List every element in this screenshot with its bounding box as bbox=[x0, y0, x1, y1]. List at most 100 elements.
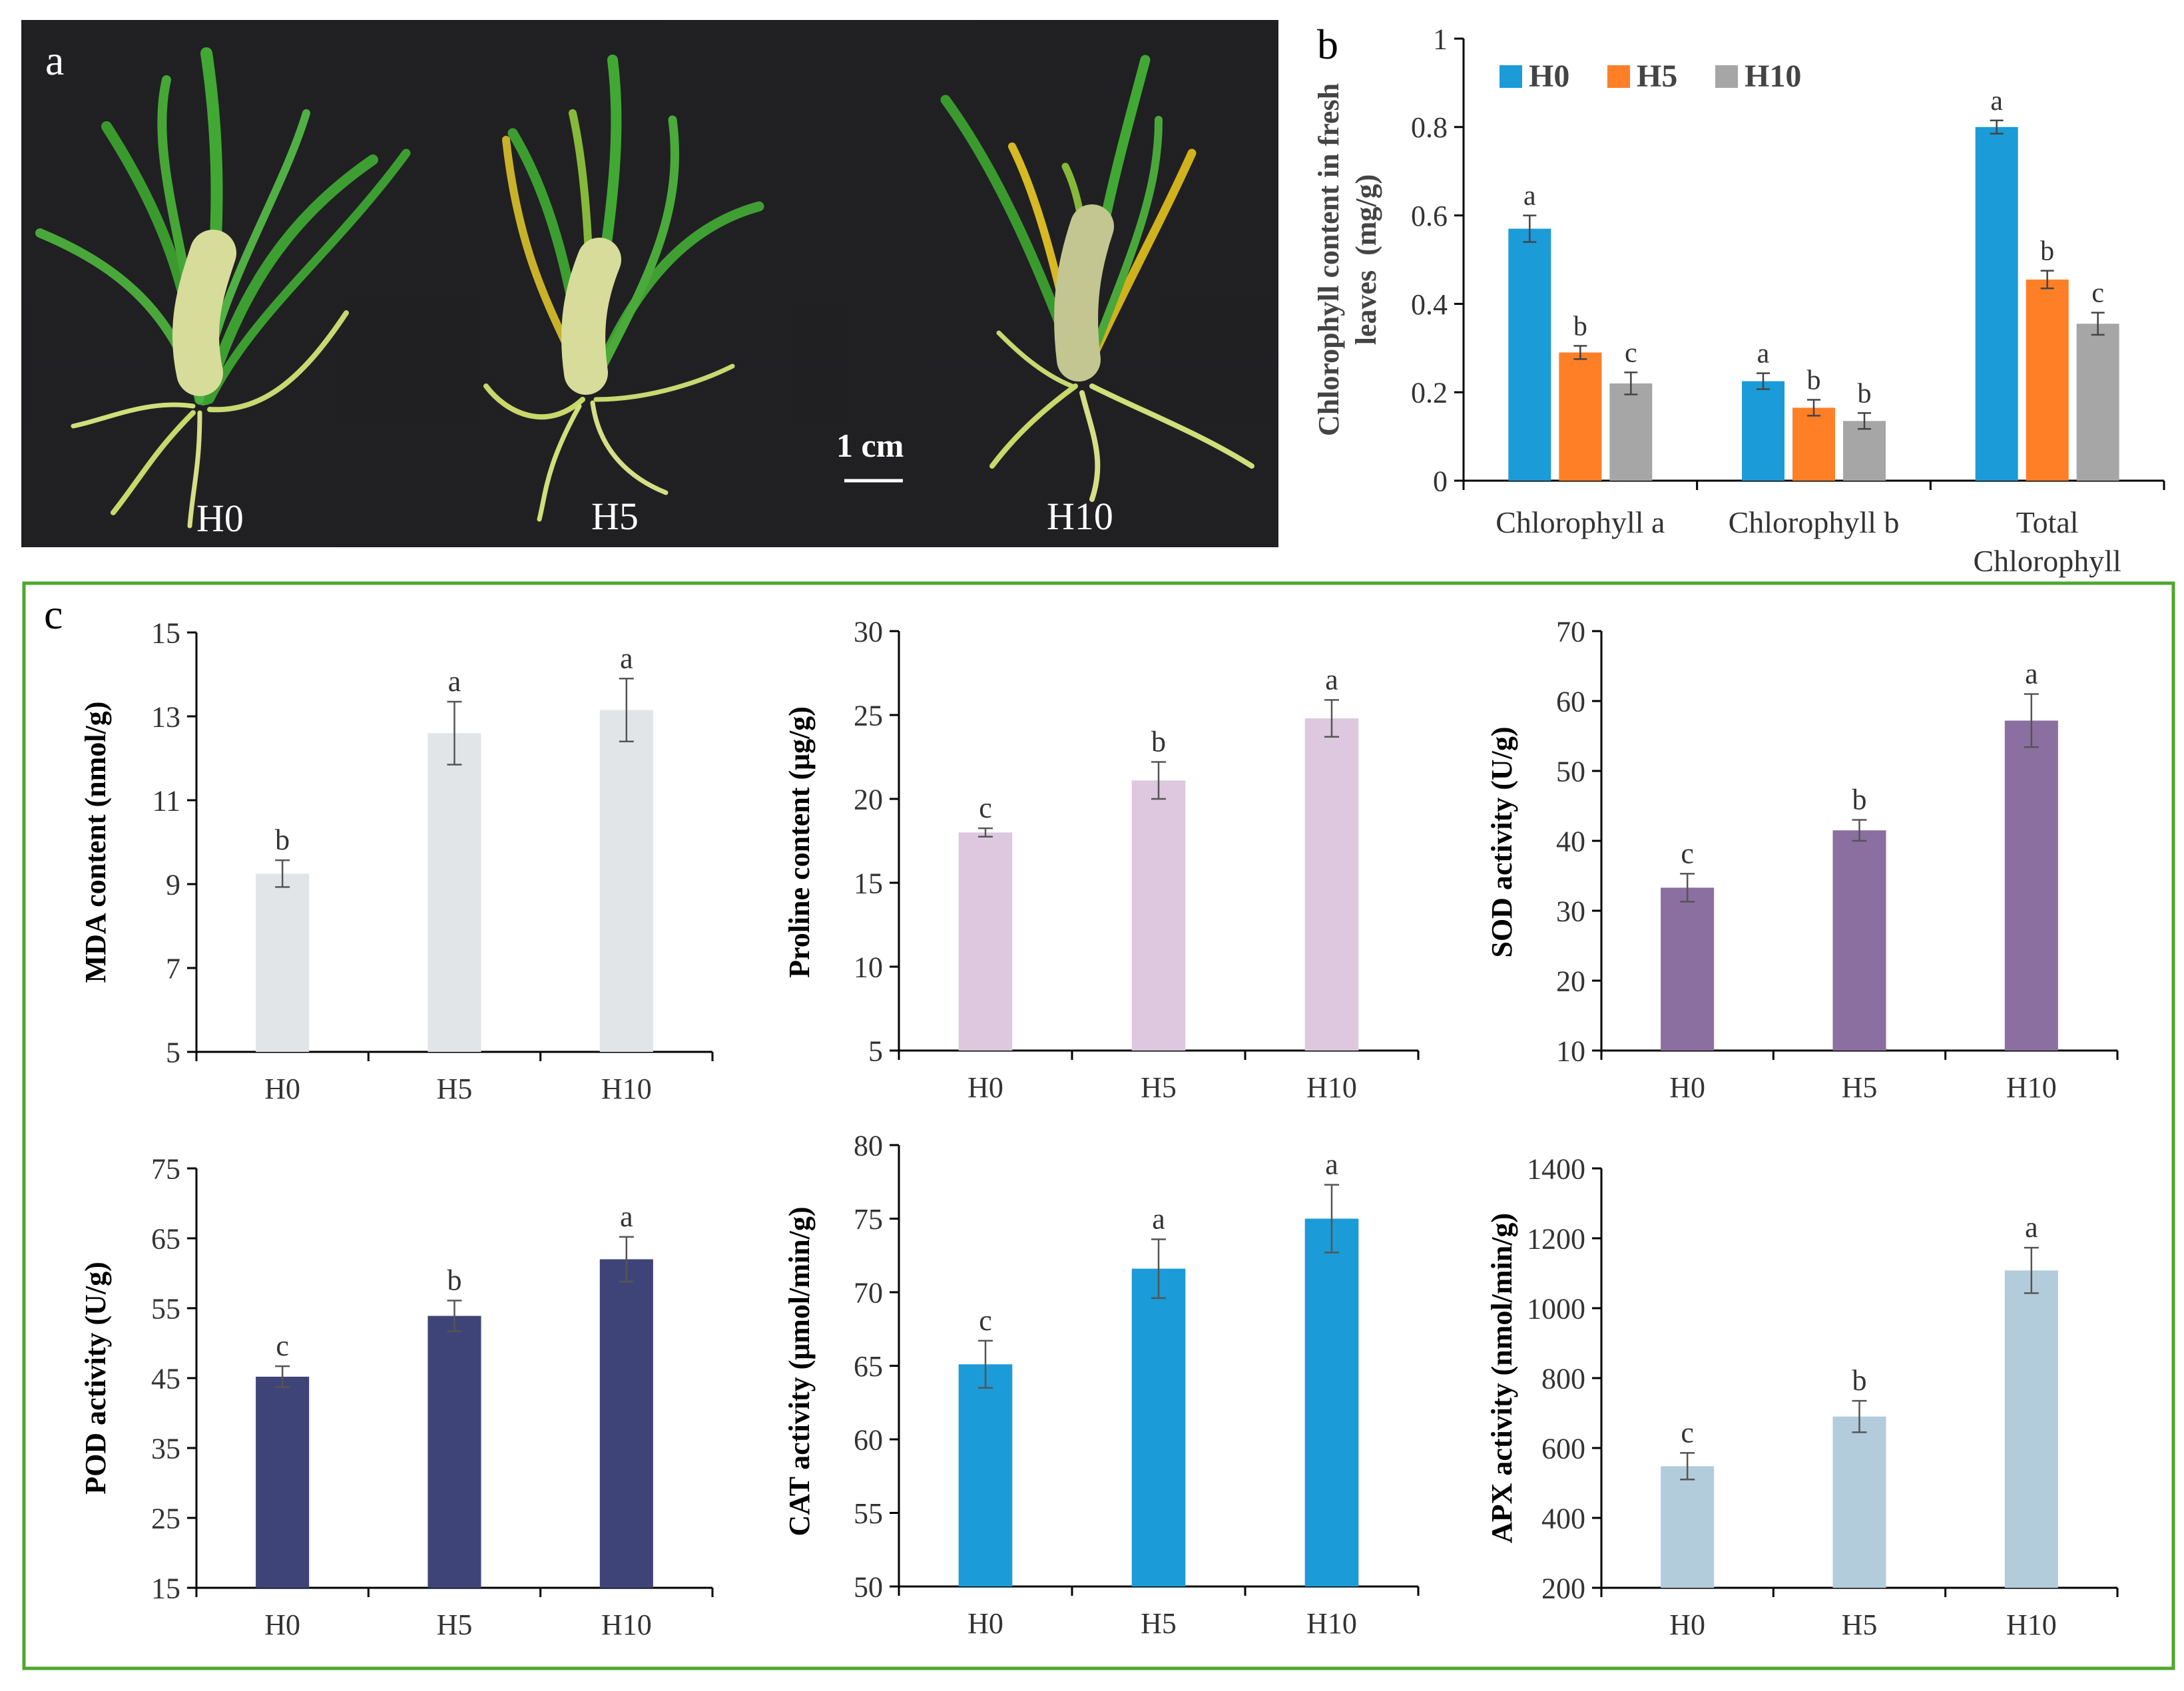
significance-letter: c bbox=[1625, 338, 1637, 368]
significance-letter: a bbox=[1523, 181, 1536, 212]
y-tick-label: 55 bbox=[151, 1292, 180, 1325]
category-label: H0 bbox=[967, 1607, 1003, 1640]
significance-letter: a bbox=[2025, 1211, 2038, 1244]
category-label: Chlorophyll bbox=[1973, 544, 2121, 578]
y-tick-label: 1000 bbox=[1527, 1292, 1585, 1325]
y-tick-label: 50 bbox=[854, 1570, 883, 1603]
significance-letter: a bbox=[1757, 339, 1770, 369]
bar-h10 bbox=[2004, 1270, 2058, 1588]
bar-h5 bbox=[2026, 279, 2069, 481]
y-axis-label: APX activity (nmol/min/g) bbox=[1486, 1213, 1518, 1543]
legend-label-h5: H5 bbox=[1637, 59, 1677, 94]
y-tick-label: 1400 bbox=[1527, 1152, 1585, 1185]
chart-chlorophyll: 0 0.2 0.4 0.6 0.8 1 a b c Chlorophyll a a b b Chlorop… bbox=[1312, 23, 2165, 578]
bar-h10 bbox=[1304, 1218, 1359, 1586]
category-label: Chlorophyll b bbox=[1729, 505, 1900, 539]
legend-label-h0: H0 bbox=[1529, 59, 1569, 94]
category-label: H0 bbox=[264, 1073, 300, 1105]
category-label: H5 bbox=[1141, 1071, 1177, 1104]
plant-label-h10: H10 bbox=[1047, 495, 1113, 538]
y-tick-label: 25 bbox=[151, 1502, 180, 1535]
chart-cat: 50 55 60 65 70 75 80 c H0 a H5 a H10 CAT activity (μm… bbox=[783, 1129, 1420, 1640]
category-label: Total bbox=[2016, 505, 2079, 539]
bar-h5 bbox=[1832, 1416, 1886, 1588]
y-tick-label: 10 bbox=[854, 951, 883, 983]
category-label: H5 bbox=[1842, 1608, 1878, 1641]
bar-h0 bbox=[1975, 126, 2018, 481]
y-axis-label: Proline content (μg/g) bbox=[783, 706, 816, 978]
significance-letter: b bbox=[1151, 726, 1166, 758]
chart-proline: 5 10 15 20 25 30 c H0 b H5 a H10 Proline content (μg… bbox=[783, 615, 1420, 1104]
y-tick-label: 70 bbox=[1556, 615, 1585, 648]
significance-letter: c bbox=[276, 1329, 289, 1362]
bar-h5 bbox=[1792, 407, 1835, 481]
bar-h5 bbox=[1559, 352, 1602, 481]
y-tick-label: 1 bbox=[1433, 23, 1448, 55]
bar-h10 bbox=[599, 1259, 653, 1588]
y-tick-label: 75 bbox=[854, 1203, 883, 1236]
significance-letter: c bbox=[979, 792, 992, 824]
category-label: H10 bbox=[2006, 1071, 2057, 1104]
y-tick-label: 13 bbox=[151, 700, 180, 733]
y-tick-label: 5 bbox=[868, 1035, 883, 1067]
y-tick-label: 400 bbox=[1541, 1502, 1585, 1535]
significance-letter: a bbox=[620, 1200, 633, 1233]
panel-a-label: a bbox=[45, 37, 64, 84]
y-tick-label: 20 bbox=[854, 783, 883, 816]
y-tick-label: 0.4 bbox=[1411, 288, 1448, 321]
y-tick-label: 60 bbox=[1556, 685, 1585, 718]
y-tick-label: 55 bbox=[854, 1497, 883, 1530]
bar-h0 bbox=[1661, 1466, 1715, 1588]
y-tick-label: 0.6 bbox=[1411, 200, 1448, 232]
bar-h10 bbox=[2004, 720, 2058, 1051]
y-tick-label: 45 bbox=[151, 1362, 180, 1395]
y-tick-label: 7 bbox=[166, 952, 180, 985]
y-tick-label: 25 bbox=[854, 699, 883, 732]
category-label: H0 bbox=[1669, 1608, 1705, 1641]
y-tick-label: 9 bbox=[166, 868, 180, 901]
chart-apx: 200 400 600 800 1000 1200 1400 c H0 b H5 a H10 APX ac… bbox=[1486, 1152, 2119, 1641]
category-label: H10 bbox=[2006, 1608, 2057, 1641]
significance-letter: a bbox=[1325, 1148, 1338, 1181]
chart-pod: 15 25 35 45 55 65 75 c H0 b H5 a H10 POD activity (U/… bbox=[79, 1152, 714, 1641]
bar-h10 bbox=[2076, 324, 2119, 481]
y-tick-label: 0 bbox=[1433, 465, 1448, 497]
category-label: H10 bbox=[601, 1073, 652, 1105]
plant-h5 bbox=[483, 55, 764, 522]
significance-letter: c bbox=[2091, 278, 2104, 309]
significance-letter: a bbox=[1325, 663, 1338, 696]
panel-c-label: c bbox=[44, 591, 63, 638]
significance-letter: b bbox=[1858, 378, 1872, 409]
y-axis-label: POD activity (U/g) bbox=[79, 1262, 112, 1494]
bar-h5 bbox=[427, 733, 481, 1052]
significance-letter: b bbox=[1852, 784, 1867, 816]
significance-letter: b bbox=[1573, 311, 1587, 342]
y-tick-label: 15 bbox=[854, 867, 883, 899]
category-label: H0 bbox=[967, 1071, 1003, 1104]
bar-h10 bbox=[599, 710, 653, 1052]
y-tick-label: 600 bbox=[1541, 1432, 1585, 1465]
y-tick-label: 15 bbox=[151, 616, 180, 649]
y-tick-label: 20 bbox=[1556, 965, 1585, 997]
category-label: H0 bbox=[1669, 1071, 1705, 1104]
category-label: Chlorophyll a bbox=[1496, 505, 1665, 539]
category-label: H5 bbox=[1842, 1071, 1878, 1104]
bar-h5 bbox=[427, 1316, 481, 1588]
significance-letter: a bbox=[1990, 86, 2003, 117]
y-tick-label: 30 bbox=[1556, 895, 1585, 927]
y-tick-label: 35 bbox=[151, 1432, 180, 1465]
y-tick-label: 5 bbox=[166, 1036, 180, 1069]
y-tick-label: 200 bbox=[1541, 1572, 1585, 1604]
category-label: H0 bbox=[264, 1608, 300, 1641]
category-label: H10 bbox=[601, 1608, 652, 1641]
category-label: H5 bbox=[437, 1073, 473, 1105]
y-axis-label: Chlorophyll content in fresh bbox=[1312, 83, 1345, 436]
y-tick-label: 80 bbox=[854, 1129, 883, 1162]
significance-letter: b bbox=[447, 1264, 462, 1296]
significance-letter: a bbox=[1152, 1202, 1165, 1235]
panel-b-label: b bbox=[1317, 21, 1338, 68]
plant-label-h5: H5 bbox=[591, 495, 639, 538]
legend-label-h10: H10 bbox=[1745, 59, 1801, 94]
y-axis-label: SOD activity (U/g) bbox=[1486, 726, 1518, 957]
